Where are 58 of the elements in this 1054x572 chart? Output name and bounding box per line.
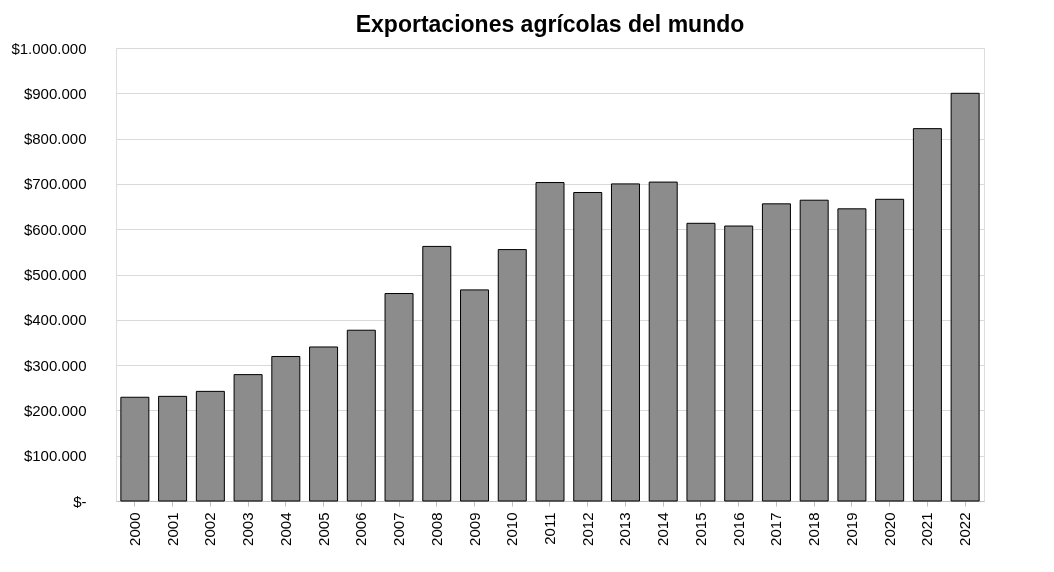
x-tick-label: 2001 [163,512,181,546]
bar [875,198,905,502]
x-tick-label: 2008 [427,512,445,546]
x-tick-label: 2009 [465,512,483,546]
x-tick-label: 2019 [842,512,860,546]
x-tick-label: 2015 [691,512,709,546]
y-tick-label: $- [73,492,87,510]
bar [195,390,225,502]
x-tick-label: 2002 [201,512,219,546]
x-tick-label: 2016 [729,512,747,546]
x-tick-label: 2014 [654,512,672,546]
x-tick-label: 2021 [918,512,936,546]
x-tick-label: 2000 [125,512,143,546]
bar [309,346,339,502]
y-tick-label: $100.000 [23,447,87,465]
x-tick-label: 2018 [805,512,823,546]
bar [346,329,376,502]
x-tick-label: 2013 [616,512,634,546]
x-tick-label: 2020 [880,512,898,546]
x-tick-label: 2004 [276,512,294,546]
chart-title: Exportaciones agrícolas del mundo [355,11,745,37]
bar [761,203,791,502]
y-tick-label: $800.000 [23,130,87,148]
x-tick-label: 2010 [503,512,521,546]
y-tick-label: $400.000 [23,311,87,329]
bar [950,92,980,502]
bar [610,183,640,502]
bar [837,208,867,502]
x-tick-label: 2017 [767,512,785,546]
y-tick-label: $700.000 [23,175,87,193]
y-tick-label: $200.000 [23,401,87,419]
bar [271,355,301,502]
x-tick-label: 2012 [578,512,596,546]
bar [573,192,603,502]
bar [460,289,490,502]
bar [724,225,754,502]
bar [912,128,942,502]
x-tick-label: 2005 [314,512,332,546]
y-tick-label: $500.000 [23,266,87,283]
bar [384,293,414,502]
y-tick-label: $600.000 [23,220,87,238]
y-tick-label: $900.000 [23,84,87,102]
bar [799,199,829,502]
x-tick-label: 2011 [541,512,558,545]
bar [648,181,678,502]
x-tick-label: 2022 [956,512,974,546]
bar [233,374,263,502]
y-tick-label: $300.000 [23,356,87,374]
bar [120,396,150,502]
x-tick-label: 2006 [352,512,370,546]
x-tick-label: 2007 [390,512,408,546]
bar [422,245,452,502]
bar [535,182,565,502]
bar [686,222,716,502]
x-tick-label: 2003 [239,512,257,546]
bar [497,249,527,502]
bar [158,395,188,502]
y-tick-label: $1.000.000 [11,39,87,57]
